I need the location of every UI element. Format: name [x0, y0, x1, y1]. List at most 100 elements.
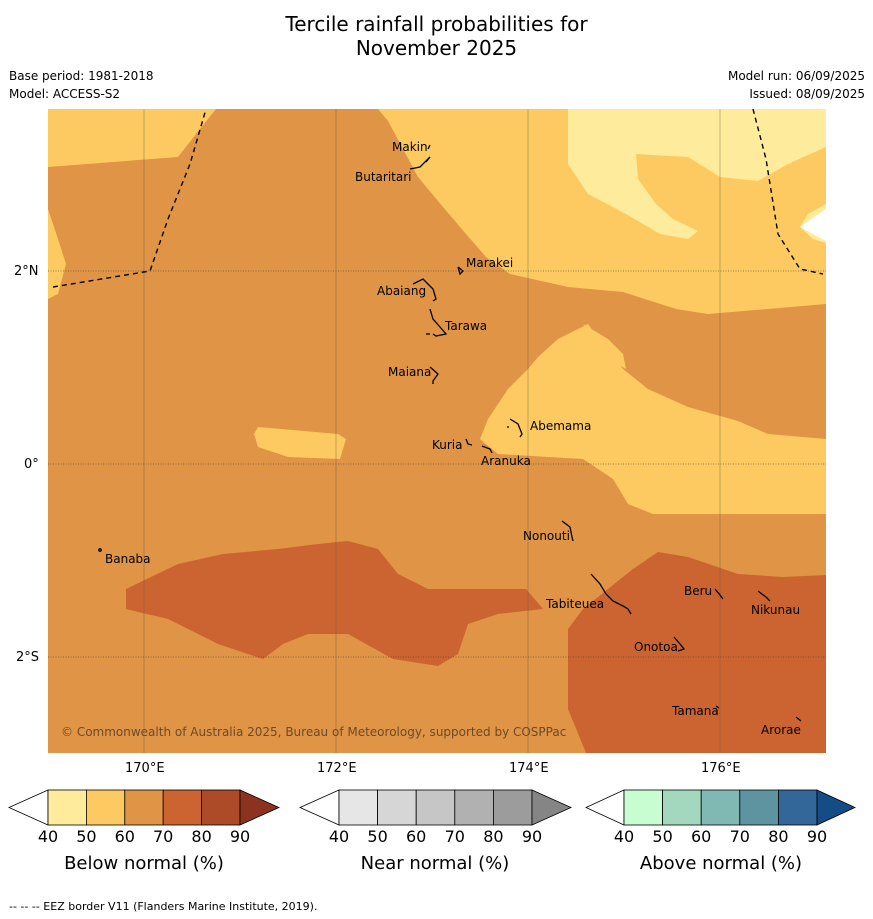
lon-label-170: 170°E: [125, 761, 165, 776]
abemama-outline: [509, 418, 523, 438]
place-labels: Makin Butaritari Marakei Abaiang Tarawa …: [105, 140, 801, 737]
colorbar-below-under: [8, 789, 49, 826]
label-marakei: Marakei: [466, 256, 513, 270]
lat-label-2n: 2°N: [14, 264, 39, 279]
label-nonouti: Nonouti: [523, 529, 570, 543]
beru-outline: [714, 588, 724, 600]
lon-label-172: 172°E: [317, 761, 357, 776]
colorbar-below-tick-40: 40: [37, 827, 59, 846]
maiana-outline: [429, 366, 439, 384]
label-nikunau: Nikunau: [751, 603, 800, 617]
title-line-2: November 2025: [355, 36, 518, 60]
title-line-1: Tercile rainfall probabilities for: [285, 12, 588, 36]
label-butaritari: Butaritari: [355, 170, 412, 184]
colorbar-near-over: [531, 789, 572, 826]
lon-label-176: 176°E: [701, 761, 741, 776]
colorbar-below-tick-90: 90: [229, 827, 251, 846]
zone-70-80-south: [126, 541, 543, 666]
label-kuria: Kuria: [432, 438, 463, 452]
colorbar-above-over: [816, 789, 856, 826]
lat-label-0: 0°: [24, 457, 39, 472]
colorbar-near-bin-2: [415, 789, 456, 826]
base-period: Base period: 1981-2018: [9, 69, 154, 83]
tarawa-outline: [429, 308, 448, 337]
label-tabiteuea: Tabiteuea: [545, 597, 604, 611]
label-abemama: Abemama: [530, 419, 591, 433]
colorbar-near-tick-70: 70: [444, 827, 465, 846]
colorbar-near-bin-4: [492, 789, 533, 826]
colorbar-above-tick-60: 60: [691, 827, 712, 846]
latitude-lines: [48, 270, 826, 658]
graticule: [143, 109, 721, 753]
colorbar-below-bin-3: [162, 789, 202, 826]
colorbar-below-tick-80: 80: [191, 827, 212, 846]
colorbar-above-tick-90: 90: [806, 827, 828, 846]
colorbar-below-tick-70: 70: [153, 827, 174, 846]
colorbar-near-tick-50: 50: [367, 827, 388, 846]
label-tamana: Tamana: [671, 704, 719, 718]
colorbar-below-bin-2: [124, 789, 164, 826]
zone-50-60-west: [48, 209, 66, 299]
label-banaba: Banaba: [105, 552, 151, 566]
onotoa-outline: [673, 636, 686, 652]
lat-label-2s: 2°S: [16, 650, 40, 665]
colorbar-above-bin-1: [662, 789, 702, 826]
kuria-outline: [465, 438, 473, 446]
lon-label-174: 174°E: [509, 761, 549, 776]
aranuka-outline: [481, 445, 493, 454]
butaritari-outline: [409, 156, 431, 170]
colorbar-label-above: Above normal (%): [639, 853, 803, 874]
banaba-outline: [98, 548, 102, 552]
colorbar-label-below: Below normal (%): [64, 853, 224, 874]
eez-border: [52, 109, 824, 288]
label-abaiang: Abaiang: [377, 284, 426, 298]
zone-40-50-northeast: [568, 109, 826, 239]
makin-outline: [427, 144, 431, 150]
colorbar-above-tick-80: 80: [768, 827, 789, 846]
colorbar-below-bin-0: [47, 789, 87, 826]
colorbar-near-under: [299, 789, 340, 826]
colorbar-near-bin-1: [377, 789, 417, 826]
label-onotoa: Onotoa: [634, 640, 678, 654]
nikunau-outline: [757, 590, 771, 602]
label-maiana: Maiana: [388, 365, 431, 379]
colorbar-label-near: Near normal (%): [360, 853, 510, 874]
colorbar-near-tick-60: 60: [406, 827, 427, 846]
colorbars: [8, 789, 856, 826]
tamana-outline: [715, 705, 720, 709]
label-aranuka: Aranuka: [481, 454, 531, 468]
map-title: Tercile rainfall probabilities for Novem…: [0, 12, 873, 60]
colorbar-below-bin-1: [86, 789, 126, 826]
eez-footnote: -- -- -- EEZ border V11 (Flanders Marine…: [9, 900, 318, 913]
colorbar-above-tick-50: 50: [652, 827, 673, 846]
nonouti-outline: [561, 520, 574, 542]
colorbar-below-tick-50: 50: [76, 827, 97, 846]
colorbar-below-tick-60: 60: [114, 827, 135, 846]
zone-50-60-middle: [480, 324, 826, 514]
model-run: Model run: 06/09/2025: [727, 69, 865, 83]
colorbar-near-tick-90: 90: [521, 827, 543, 846]
colorbar-below-over: [239, 789, 280, 826]
colorbar-above-under: [585, 789, 625, 826]
colorbar-above-bin-2: [700, 789, 741, 826]
colorbar-above-bin-3: [739, 789, 779, 826]
rainfall-map: Makin Butaritari Marakei Abaiang Tarawa …: [48, 109, 826, 753]
label-arorae: Arorae: [761, 723, 801, 737]
label-makin: Makin: [392, 140, 428, 154]
tabiteuea-outline: [590, 573, 632, 615]
label-beru: Beru: [684, 584, 712, 598]
colorbar-near-tick-40: 40: [328, 827, 350, 846]
colorbar-above-tick-70: 70: [729, 827, 750, 846]
zone-below-40-east: [800, 209, 826, 241]
zone-50-60-mid-top: [583, 324, 626, 369]
arorae-outline: [795, 716, 802, 722]
island-outlines: [98, 144, 802, 722]
colorbar-near-bin-3: [454, 789, 494, 826]
issued-date: Issued: 08/09/2025: [749, 87, 865, 101]
colorbar-above-bin-4: [778, 789, 818, 826]
abaiang-outline: [412, 278, 437, 302]
colorbar-near-bin-0: [338, 789, 378, 826]
zone-70-80-southeast: [568, 552, 826, 753]
label-tarawa: Tarawa: [444, 319, 487, 333]
colorbar-near-tick-80: 80: [483, 827, 504, 846]
